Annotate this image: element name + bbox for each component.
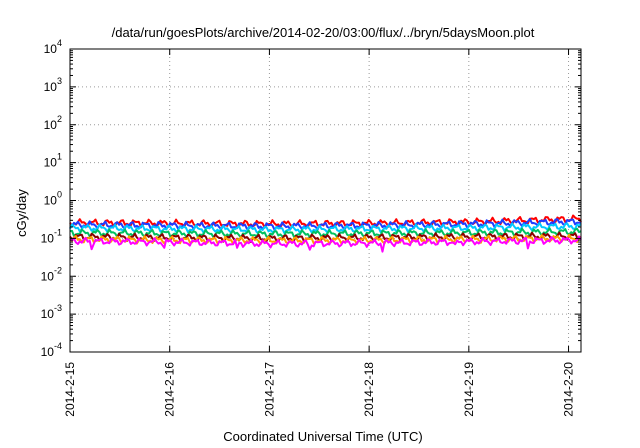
x-axis-label: Coordinated Universal Time (UTC) [223,429,422,444]
series-line [69,222,582,234]
y-tick-label: 103 [44,76,62,94]
y-tick-label: 10-2 [41,265,62,283]
series-line [69,235,582,253]
x-tick-label: 2014-2-17 [262,362,276,417]
chart-title: /data/run/goesPlots/archive/2014-02-20/0… [112,25,535,40]
y-tick-label: 100 [44,190,62,208]
x-tick-label: 2014-2-15 [63,362,77,417]
grid [69,49,581,352]
x-tick-label: 2014-2-18 [362,362,376,417]
x-tick-label: 2014-2-19 [462,362,476,417]
y-tick-label: 10-4 [41,341,62,359]
x-tick-label: 2014-2-20 [562,362,576,417]
y-tick-label: 104 [44,38,62,56]
y-tick-label: 102 [44,114,62,132]
y-tick-label: 10-3 [41,303,62,321]
x-axis-ticks: 2014-2-15 2014-2-16 2014-2-17 2014-2-18 2014… [63,49,576,417]
y-tick-label: 10-1 [41,227,62,245]
series-line [69,227,582,239]
y-tick-label: 101 [44,152,62,170]
y-axis-label: cGy/day [14,189,29,237]
y-axis-ticks: 10-4 10-3 10-2 10-1 100 101 102 103 104 [41,38,581,359]
series-line [69,214,582,229]
x-tick-label: 2014-2-16 [163,362,177,417]
series-group [69,214,582,253]
